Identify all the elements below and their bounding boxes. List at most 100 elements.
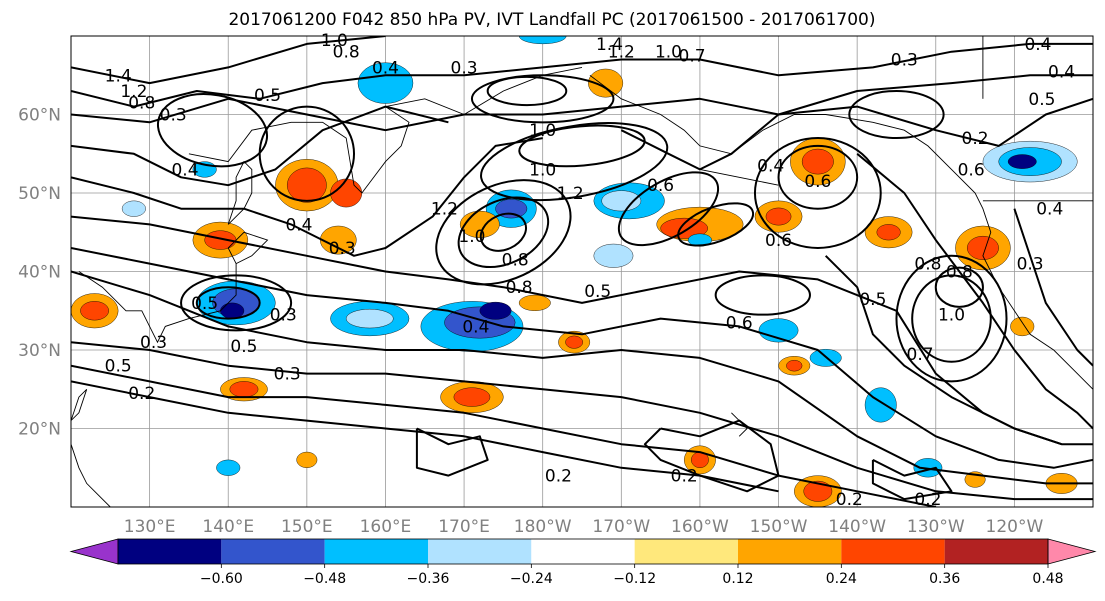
pv-contour-line (71, 42, 1093, 108)
lat-tick-label: 50°N (18, 184, 61, 204)
colorbar-tick-label: 0.24 (826, 571, 857, 587)
contour-label: 0.2 (128, 384, 155, 404)
pv-contour-loop (911, 274, 992, 363)
pc-shading-cell (765, 207, 792, 226)
pc-shading-cell (803, 480, 833, 502)
contour-label: 0.3 (1017, 255, 1044, 275)
pv-contours (71, 36, 1093, 507)
pc-shading-cell (1007, 154, 1037, 169)
plot-frame (70, 35, 1094, 508)
pv-contour-loop (457, 196, 550, 268)
pv-contour-loop (617, 171, 720, 247)
latitude-labels: 20°N 30°N 40°N 50°N 60°N (18, 106, 61, 440)
pv-contour-loop (895, 254, 1008, 383)
contour-label: 0.6 (647, 176, 674, 196)
lon-tick-label: 180°W (514, 517, 572, 537)
pv-contour-line (643, 419, 780, 493)
coastlines (71, 36, 1093, 507)
pv-contour-loop (258, 105, 356, 202)
pc-shading-cell (876, 224, 901, 241)
contour-label: 0.8 (502, 251, 529, 271)
pv-contour-line (415, 427, 489, 477)
pv-contour-line (871, 459, 953, 501)
pc-shading-cell (593, 243, 634, 268)
contour-label: 0.7 (679, 47, 706, 67)
contour-label: 0.6 (958, 160, 985, 180)
pv-contour-loop (848, 89, 945, 140)
pc-shading-cell (518, 36, 567, 45)
contour-label: 0.6 (726, 314, 753, 334)
pv-contour-loop (435, 179, 572, 286)
contour-label: 0.2 (962, 129, 989, 149)
contour-label: 1.0 (321, 31, 348, 51)
pc-shading-cell (357, 62, 414, 104)
contour-label: 0.3 (140, 333, 167, 353)
lon-tick-label: 140°E (202, 517, 254, 537)
contour-label: 0.3 (891, 51, 918, 71)
contour-label: 0.8 (506, 278, 533, 298)
pc-shading-cell (80, 301, 109, 321)
pc-shading-cell (121, 200, 146, 217)
contour-label: 1.0 (938, 306, 965, 326)
pv-contour-line (856, 153, 1093, 430)
coastline-sakhalin (227, 160, 253, 225)
pc-shading-cell (296, 451, 318, 468)
contour-label: 1.4 (105, 66, 132, 86)
contour-label: 0.4 (372, 58, 399, 78)
contour-label: 0.8 (333, 43, 360, 63)
lat-tick-label: 20°N (18, 420, 61, 440)
pc-shading-cell (453, 387, 491, 407)
pv-contour-line (71, 247, 1093, 469)
lon-tick-label: 130°W (907, 517, 965, 537)
colorbar-tick-label: −0.36 (407, 571, 450, 587)
contour-labels: 1.41.20.80.30.50.81.00.4 0.31.41.2 1.00.71… (105, 31, 1075, 510)
colorbar-tick-label: −0.24 (510, 571, 553, 587)
contour-label: 0.5 (105, 357, 132, 377)
pc-shading-cell (229, 381, 259, 398)
pv-contour-line (71, 137, 543, 257)
pv-contour-line (71, 36, 386, 85)
colorbar-outline (117, 538, 1049, 565)
colorbar-tick-label: 0.12 (722, 571, 753, 587)
colorbar-tick-label: 0.48 (1032, 571, 1063, 587)
colorbar-tick-label: −0.12 (613, 571, 656, 587)
coastline-taiwan (71, 388, 88, 421)
colorbar-box (324, 539, 428, 564)
colorbar-tick-label: −0.60 (200, 571, 243, 587)
pv-contour-loop (934, 266, 984, 308)
lat-tick-label: 30°N (18, 341, 61, 361)
pv-contour-line (71, 74, 1093, 132)
coastline-philippines (71, 444, 111, 507)
pv-contour-loop (479, 212, 527, 252)
contour-label: 1.2 (120, 82, 147, 102)
colorbar-min-extend (69, 538, 119, 565)
colorbar-box (634, 539, 738, 564)
colorbar (69, 538, 1097, 565)
contour-label: 0.4 (1048, 62, 1075, 82)
pv-contour-loop (714, 274, 811, 316)
lon-tick-label: 170°E (438, 517, 490, 537)
contour-label: 0.5 (230, 337, 257, 357)
contour-label: 1.0 (655, 43, 682, 63)
pc-shading-cell (786, 360, 803, 372)
contour-label: 0.2 (914, 490, 941, 510)
pv-contour-line (71, 270, 1093, 485)
lon-tick-label: 170°W (592, 517, 650, 537)
contour-label: 1.4 (596, 35, 623, 55)
coastline-kamchatka (188, 66, 583, 194)
contour-label: 1.0 (529, 121, 556, 141)
pc-shading-cell (864, 387, 897, 423)
lon-tick-label: 140°W (828, 517, 886, 537)
pv-contour-loop (518, 124, 646, 168)
contour-label: 0.4 (171, 160, 198, 180)
pc-shading-cell (601, 190, 642, 212)
pc-shading-cell (216, 459, 241, 476)
pv-contour-line (824, 255, 1062, 446)
colorbar-box (738, 539, 842, 564)
contour-label: 0.5 (191, 294, 218, 314)
coastline-hawaii (731, 412, 748, 437)
contour-label: 1.0 (529, 160, 556, 180)
contour-label: 0.8 (914, 255, 941, 275)
contour-label: 0.6 (765, 231, 792, 251)
